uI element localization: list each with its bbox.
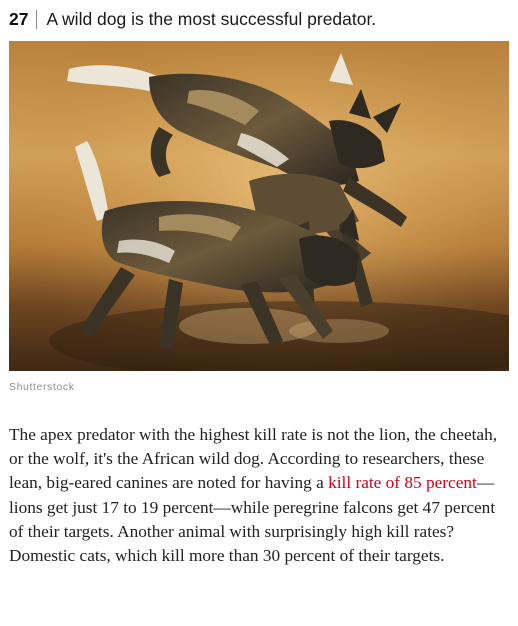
front-dog-figure xyxy=(75,141,359,349)
item-title: A wild dog is the most successful predat… xyxy=(46,8,377,29)
item-number: 27 xyxy=(9,8,29,29)
photo-credit: Shutterstock xyxy=(9,381,75,393)
article-paragraph: The apex predator with the highest kill … xyxy=(9,423,511,568)
paragraph-text-before-link: The apex predator with the highest kill … xyxy=(9,425,498,493)
item-heading: 27 A wild dog is the most successful pre… xyxy=(9,6,376,32)
heading-divider xyxy=(36,9,38,29)
paragraph-text-after-link: —lions get just 17 to 19 percent—while p… xyxy=(9,473,496,566)
kill-rate-link[interactable]: kill rate of 85 percent xyxy=(328,473,477,493)
article-photo xyxy=(9,41,509,371)
leaping-dog-figure xyxy=(67,65,407,263)
